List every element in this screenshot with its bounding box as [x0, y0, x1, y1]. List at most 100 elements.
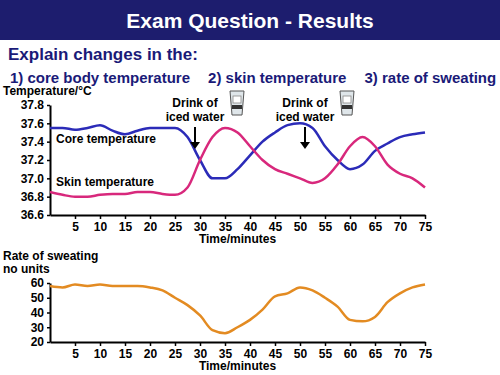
tick-label: 25 — [169, 347, 183, 361]
line — [50, 284, 425, 333]
tick-mark — [125, 215, 127, 219]
tick-label: 36.8 — [21, 190, 45, 204]
tick: 45 — [269, 342, 283, 361]
chart: 5101520253035404550556065707536.636.837.… — [3, 84, 432, 246]
tick-mark — [275, 342, 277, 346]
tick-mark — [175, 215, 177, 219]
y-axis-title: Rate of sweating — [3, 249, 98, 263]
tick-label: 65 — [369, 220, 383, 234]
tick: 20 — [31, 335, 50, 349]
tick-mark — [125, 342, 127, 346]
tick: 36.8 — [21, 190, 50, 204]
series-label: Skin temperature — [56, 175, 154, 189]
tick: 37.6 — [21, 117, 50, 131]
tick-label: 70 — [394, 347, 408, 361]
tick: 75 — [419, 215, 433, 234]
tick-label: 55 — [319, 347, 333, 361]
tick-mark — [425, 342, 427, 346]
annotation-arrowhead — [300, 142, 310, 149]
slide-title: Exam Question - Results — [126, 9, 373, 32]
tick-mark — [350, 342, 352, 346]
tick-mark — [47, 123, 50, 125]
tick: 60 — [344, 342, 358, 361]
y-axis-title: Temperature/°C — [3, 84, 92, 98]
glass-ice — [233, 96, 241, 103]
tick-label: 20 — [144, 220, 158, 234]
tick-label: 40 — [31, 306, 45, 320]
tick-label: 70 — [394, 220, 408, 234]
tick: 50 — [294, 215, 308, 234]
tick-label: 20 — [31, 335, 45, 349]
tick: 50 — [294, 342, 308, 361]
tick-label: 37.0 — [21, 172, 45, 186]
tick-label: 75 — [419, 220, 433, 234]
annotation-arrow — [304, 127, 306, 143]
tick-mark — [47, 105, 50, 107]
tick-label: 20 — [144, 347, 158, 361]
tick-mark — [100, 342, 102, 346]
glass-ice — [343, 96, 351, 103]
tick-mark — [375, 215, 377, 219]
annotation-text: iced water — [166, 110, 225, 124]
tick: 60 — [31, 276, 50, 290]
tick-mark — [200, 342, 202, 346]
intro: Explain changes in the: — [8, 45, 198, 64]
tick-mark — [250, 342, 252, 346]
tick-mark — [47, 342, 50, 344]
x-axis-title: Time/minutes — [199, 232, 276, 246]
tick: 35 — [219, 215, 233, 234]
y-axis: 2030405060 — [31, 276, 51, 349]
tick-label: 5 — [72, 347, 79, 361]
tick: 35 — [219, 342, 233, 361]
plot-area — [50, 123, 425, 196]
tick-mark — [47, 141, 50, 143]
tick-mark — [400, 342, 402, 346]
tick: 37.4 — [21, 135, 50, 149]
header-bar — [0, 0, 500, 40]
tick: 15 — [119, 215, 133, 234]
tick: 37.8 — [21, 98, 50, 112]
tick-mark — [75, 342, 77, 346]
glass-icon — [230, 91, 244, 115]
tick-label: 10 — [94, 220, 108, 234]
chart: 510152025303540455055606570752030405060T… — [3, 249, 432, 373]
annotation-text: Drink of — [282, 96, 328, 110]
tick-mark — [47, 196, 50, 198]
tick-label: 60 — [344, 220, 358, 234]
tick: 40 — [31, 306, 50, 320]
x-axis-title: Time/minutes — [199, 359, 276, 373]
slide: Exam Question - Results Explain changes i… — [0, 0, 500, 375]
tick: 30 — [194, 215, 208, 234]
tick-label: 65 — [369, 347, 383, 361]
x-axis: 51015202530354045505560657075 — [51, 215, 433, 234]
tick-label: 37.6 — [21, 117, 45, 131]
tick: 36.6 — [21, 208, 50, 222]
tick-mark — [250, 215, 252, 219]
tick-mark — [350, 215, 352, 219]
annotation: Drink oficed water — [276, 91, 354, 149]
tick-mark — [47, 298, 50, 300]
tick-label: 36.6 — [21, 208, 45, 222]
tick: 65 — [369, 342, 383, 361]
tick-mark — [100, 215, 102, 219]
tick: 10 — [94, 215, 108, 234]
tick: 55 — [319, 342, 333, 361]
tick-mark — [325, 342, 327, 346]
tick: 40 — [244, 215, 258, 234]
tick-label: 55 — [319, 220, 333, 234]
tick: 15 — [119, 342, 133, 361]
tick-mark — [400, 215, 402, 219]
question-item: 3) rate of sweating — [364, 69, 496, 86]
tick-mark — [175, 342, 177, 346]
tick: 20 — [144, 342, 158, 361]
tick: 30 — [194, 342, 208, 361]
tick-label: 37.4 — [21, 135, 45, 149]
plot-area — [50, 284, 425, 333]
tick-mark — [300, 215, 302, 219]
tick-mark — [47, 312, 50, 314]
x-axis-line — [51, 215, 426, 217]
y-axis: 36.636.837.037.237.437.637.8 — [21, 98, 51, 222]
annotation-text: iced water — [276, 110, 335, 124]
annotation-text: Drink of — [172, 96, 218, 110]
tick-mark — [150, 342, 152, 346]
